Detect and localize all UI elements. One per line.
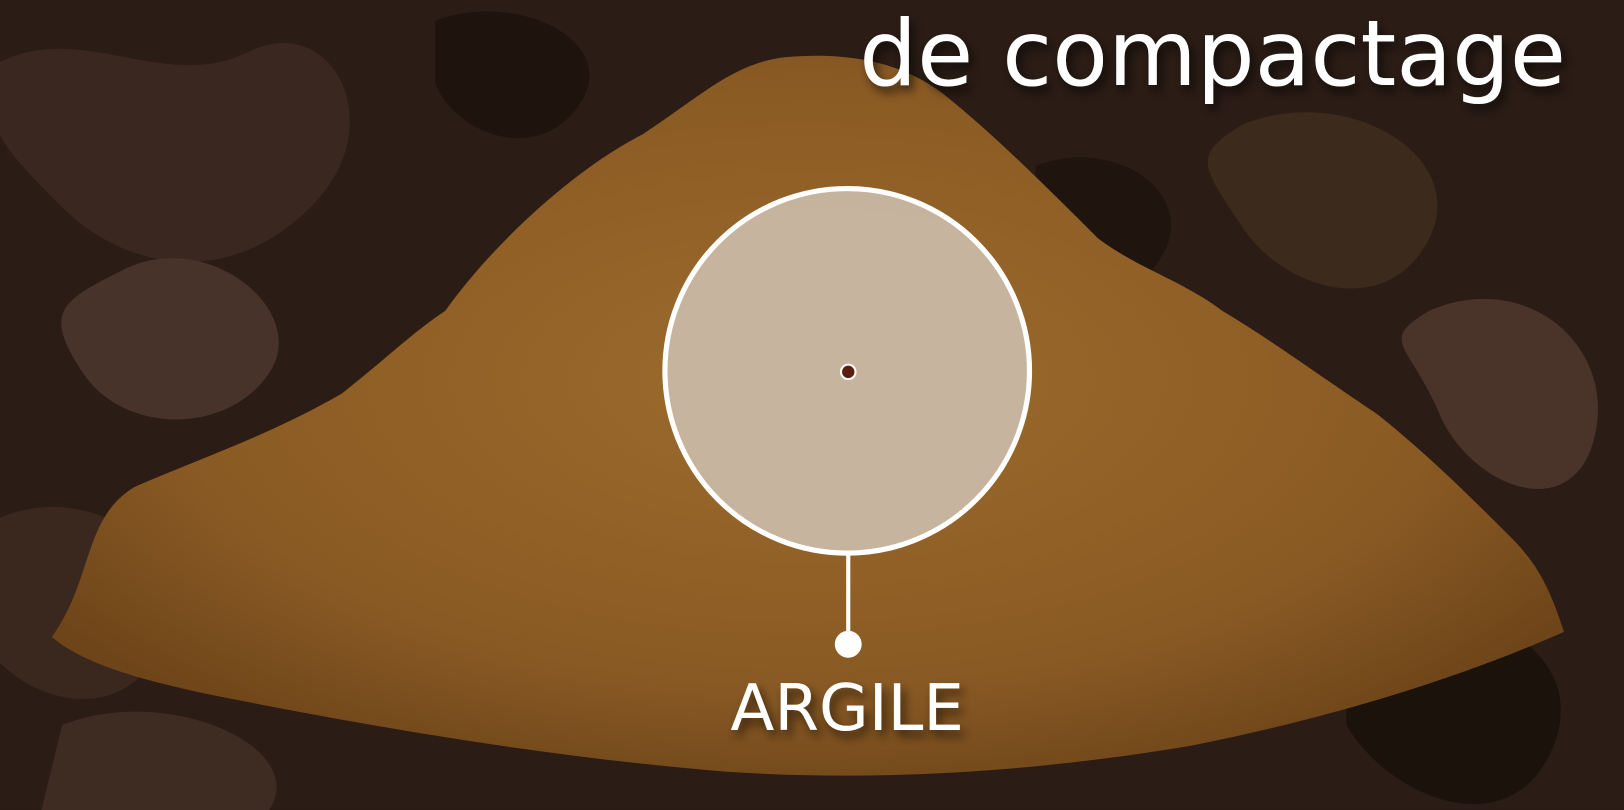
material-label: ARGILE xyxy=(730,671,964,746)
page: de compactage ARGILE (() => { const data… xyxy=(0,0,1624,810)
heading: de compactage xyxy=(859,1,1566,107)
scene: de compactage ARGILE xyxy=(0,0,1624,810)
pointer-dot xyxy=(835,631,862,658)
sample-dot xyxy=(841,365,856,380)
